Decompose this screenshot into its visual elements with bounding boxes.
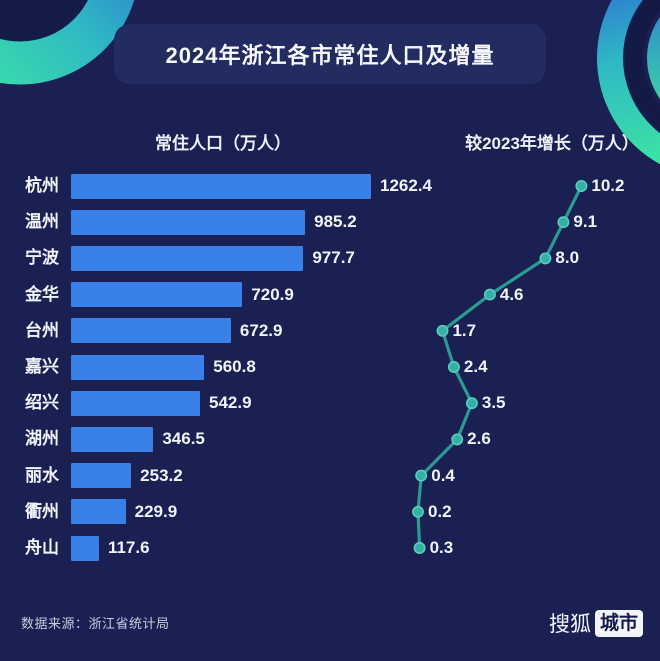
city-label: 宁波 [25,248,59,268]
population-value-label: 985.2 [314,212,357,232]
population-value-label: 560.8 [213,357,256,376]
growth-value-label: 4.6 [499,284,524,304]
growth-value-label: 0.2 [427,501,452,521]
growth-point-marker [483,288,496,301]
population-bar [71,282,243,308]
population-bar [71,535,99,561]
growth-value-label: 2.6 [467,429,491,449]
growth-point-marker [539,252,552,265]
growth-point-marker [451,433,464,446]
population-bar [71,499,126,525]
line-chart-title: 较2023年增长（万人） [465,134,639,153]
growth-value-label: 0.4 [431,465,455,485]
population-value-label: 977.7 [312,248,355,268]
growth-point-marker [465,397,478,410]
growth-point-marker [575,180,588,192]
city-label: 台州 [25,320,59,340]
title-banner: 2024年浙江各市常住人口及增量 [114,24,546,84]
growth-value-label: 3.5 [481,393,506,413]
population-value-label: 117.6 [107,538,150,557]
city-label: 丽水 [25,465,59,485]
population-value-label: 542.9 [209,393,252,413]
growth-value-label: 8.0 [555,248,580,268]
growth-value-label: 9.1 [573,212,598,232]
growth-point-marker [436,324,449,337]
data-source: 数据来源：浙江省统计局 [21,616,170,631]
logo-brand-text: 搜狐 [548,613,591,636]
page-title: 2024年浙江各市常住人口及增量 [165,43,495,68]
sohu-logo: 搜狐 城市 [549,609,643,637]
growth-point-marker [557,216,570,229]
growth-value-label: 2.4 [463,357,488,376]
population-bar [71,426,154,452]
population-value-label: 253.2 [140,465,183,485]
city-label: 衢州 [25,501,59,521]
logo-badge-text: 城市 [594,609,643,637]
growth-point-marker [415,469,428,482]
population-value-label: 672.9 [239,320,283,340]
population-bar [71,245,304,271]
city-label: 嘉兴 [25,357,59,376]
bar-chart-title: 常住人口（万人） [155,134,291,153]
city-label: 舟山 [25,538,59,557]
city-label: 金华 [25,284,59,304]
growth-value-label: 10.2 [591,176,625,195]
city-label: 绍兴 [25,393,59,413]
growth-line [416,185,583,549]
population-bar [71,463,132,489]
population-value-label: 720.9 [251,284,294,304]
growth-value-label: 0.3 [429,538,454,557]
population-value-label: 229.9 [134,501,178,521]
city-label: 温州 [25,212,59,232]
population-bar [71,390,200,416]
population-bar [71,354,205,380]
population-bar [71,209,306,235]
city-label: 杭州 [25,176,59,195]
population-bar [71,173,371,199]
population-value-label: 346.5 [162,429,205,449]
growth-value-label: 1.7 [452,320,477,340]
growth-point-marker [413,542,426,554]
population-value-label: 1262.4 [380,176,432,195]
city-label: 湖州 [25,429,59,449]
growth-point-marker [412,505,424,518]
population-bar [71,318,231,344]
growth-point-marker [447,361,460,373]
